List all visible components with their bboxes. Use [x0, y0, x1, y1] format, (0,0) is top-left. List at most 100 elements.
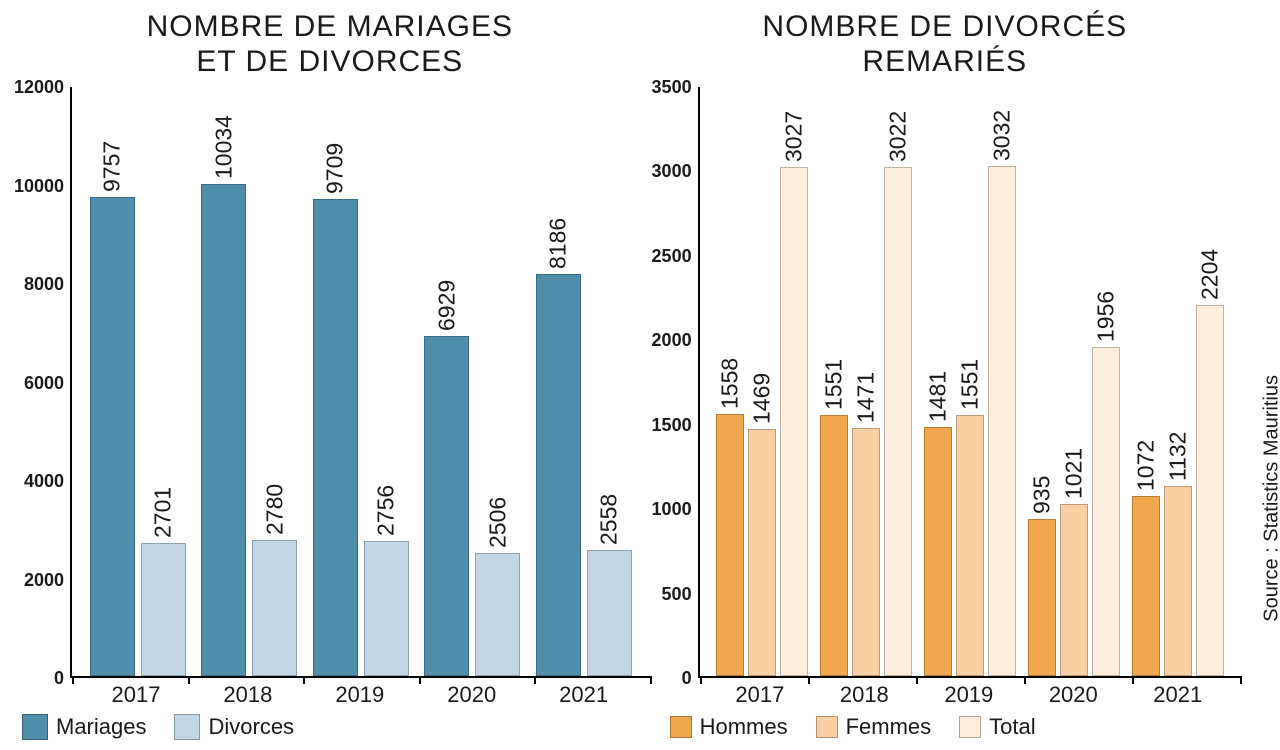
- x-tick-mark: [1024, 676, 1026, 684]
- bar: 1469: [748, 429, 776, 676]
- x-axis-label: 2019: [917, 682, 1021, 708]
- bar-value-label: 2558: [596, 494, 623, 545]
- chart-title-right: NOMBRE DE DIVORCÉS REMARIÉS: [762, 10, 1127, 79]
- x-tick-mark: [700, 676, 702, 684]
- legend-item: Divorces: [174, 714, 294, 740]
- bar-group: 9757 2701: [82, 87, 194, 676]
- bar: 2204: [1196, 305, 1224, 676]
- bar: 1558: [716, 414, 744, 676]
- title-line: ET DE DIVORCES: [196, 45, 463, 78]
- bar: 1551: [820, 415, 848, 676]
- bar-value-label: 1132: [1164, 431, 1191, 480]
- x-axis-label: 2021: [528, 682, 640, 708]
- bar-value-label: 2756: [373, 485, 400, 536]
- legend-item: Mariages: [22, 714, 146, 740]
- bar: 2506: [475, 553, 520, 676]
- bar: 2756: [364, 541, 409, 676]
- bar-group: 81862558: [528, 87, 640, 676]
- bar-value-label: 9757: [99, 141, 126, 192]
- x-axis-label: 2017: [80, 682, 192, 708]
- bar-value-label: 3022: [884, 111, 911, 162]
- bar-value-label: 1469: [748, 373, 775, 424]
- bar-value-label: 1072: [1132, 439, 1159, 490]
- x-axis-label: 2020: [1021, 682, 1125, 708]
- legend-item: Total: [959, 714, 1035, 740]
- bar-group: 107211322204: [1126, 87, 1230, 676]
- legend-swatch: [816, 716, 838, 738]
- title-line: NOMBRE DE DIVORCÉS: [762, 10, 1127, 43]
- bar: 3027: [780, 167, 808, 676]
- legend-swatch: [959, 716, 981, 738]
- bar-value-label: 1956: [1092, 291, 1119, 342]
- x-tick-mark: [303, 676, 305, 684]
- bar-value-label: 1471: [852, 372, 879, 423]
- title-line: NOMBRE DE MARIAGES: [147, 10, 513, 43]
- x-tick-mark: [419, 676, 421, 684]
- x-axis-label: 2021: [1126, 682, 1230, 708]
- chart-area-right: 0500100015002000250030003500 15581469302…: [650, 87, 1240, 678]
- bar-value-label: 3027: [780, 110, 807, 161]
- chart-divorced-remarried: NOMBRE DE DIVORCÉS REMARIÉS 050010001500…: [650, 10, 1240, 740]
- bar-value-label: 2701: [150, 487, 177, 538]
- x-tick-mark: [1132, 676, 1134, 684]
- x-axis-label: 2020: [416, 682, 528, 708]
- x-axis-label: 2018: [192, 682, 304, 708]
- chart-marriages-divorces: NOMBRE DE MARIAGES ET DE DIVORCES 020004…: [10, 10, 650, 740]
- chart-area-left: 020004000600080001000012000 975727011003…: [10, 87, 650, 678]
- legend-label: Hommes: [700, 714, 788, 740]
- x-axis-label: 2019: [304, 682, 416, 708]
- bar-value-label: 2780: [261, 483, 288, 534]
- bar-value-label: 9709: [322, 143, 349, 194]
- bar: 8186: [536, 274, 581, 676]
- bar-group: 93510211956: [1022, 87, 1126, 676]
- legend-label: Mariages: [56, 714, 146, 740]
- x-axis-label: 2017: [708, 682, 812, 708]
- bar-group: 69292506: [417, 87, 529, 676]
- bar-group: 148115513032: [918, 87, 1022, 676]
- legend-label: Femmes: [846, 714, 932, 740]
- source-attribution: Source : Statistics Mauritius: [1261, 375, 1280, 622]
- x-axis-labels-left: 20172018201920202021: [70, 678, 650, 708]
- x-tick-mark: [916, 676, 918, 684]
- bar-value-label: 1481: [924, 371, 951, 422]
- legend-item: Femmes: [816, 714, 932, 740]
- bar-value-label: 2506: [484, 497, 511, 548]
- bar-value-label: 1021: [1060, 448, 1087, 499]
- bar-group: 155814693027: [710, 87, 814, 676]
- x-tick-mark: [188, 676, 190, 684]
- bar-value-label: 8186: [545, 218, 572, 269]
- bar-group: 155114713022: [814, 87, 918, 676]
- plot-left: 9757270110034278097092756692925068186255…: [70, 87, 650, 678]
- x-tick-mark: [72, 676, 74, 684]
- legend-swatch: [174, 714, 200, 740]
- bar-value-label: 6929: [433, 280, 460, 331]
- charts-container: NOMBRE DE MARIAGES ET DE DIVORCES 020004…: [0, 0, 1280, 750]
- bar: 2558: [587, 550, 632, 676]
- legend-swatch: [22, 714, 48, 740]
- bar: 3032: [988, 166, 1016, 676]
- legend-label: Divorces: [208, 714, 294, 740]
- bar-value-label: 2204: [1196, 249, 1223, 300]
- bar-group: 97092756: [305, 87, 417, 676]
- x-tick-mark: [534, 676, 536, 684]
- bar-value-label: 1551: [820, 359, 847, 410]
- bar-value-label: 935: [1028, 475, 1055, 513]
- bar: 1481: [924, 427, 952, 676]
- bar: 2780: [252, 540, 297, 676]
- chart-title-left: NOMBRE DE MARIAGES ET DE DIVORCES: [147, 10, 513, 79]
- legend-item: Hommes: [670, 714, 788, 740]
- bar-value-label: 10034: [210, 115, 237, 179]
- bar: 6929: [424, 336, 469, 676]
- bar: 1956: [1092, 347, 1120, 676]
- plot-right: 1558146930271551147130221481155130329351…: [698, 87, 1240, 678]
- bar-groups-right: 1558146930271551147130221481155130329351…: [700, 87, 1240, 676]
- x-axis-labels-right: 20172018201920202021: [698, 678, 1240, 708]
- title-line: REMARIÉS: [862, 45, 1027, 78]
- bar: 9757: [90, 197, 135, 676]
- bar: 9709: [313, 199, 358, 676]
- bar-value-label: 3032: [988, 110, 1015, 161]
- bar: 3022: [884, 167, 912, 676]
- legend-right: Hommes Femmes Total: [650, 714, 1240, 740]
- legend-left: Mariages Divorces: [10, 714, 650, 740]
- y-axis-right: 0500100015002000250030003500: [650, 87, 698, 678]
